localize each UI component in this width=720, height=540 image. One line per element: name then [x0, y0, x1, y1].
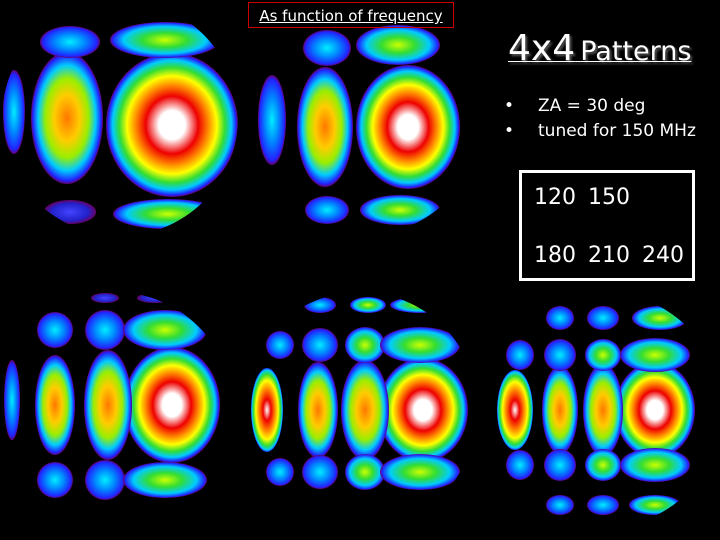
pattern-lobe — [390, 297, 450, 313]
pattern-lobe — [31, 52, 103, 184]
bullet-list: ZA = 30 deg tuned for 150 MHz — [500, 94, 696, 144]
pattern-lobe — [305, 196, 349, 224]
pattern-lobe — [378, 358, 468, 462]
frequency: 150 — [588, 185, 630, 210]
pattern-lobe — [123, 462, 207, 498]
frequency-row: 180 210 240 — [534, 243, 696, 268]
frequency: 180 — [534, 243, 576, 268]
pattern-lobe — [585, 339, 621, 371]
pattern-lobe — [85, 310, 125, 350]
pattern-lobe — [506, 450, 534, 480]
frequency-row: 120 150 — [534, 185, 642, 210]
pattern-lobe — [84, 350, 132, 460]
pattern-lobe — [380, 327, 460, 363]
pattern-lobe — [137, 293, 173, 303]
pattern-lobe — [615, 362, 695, 458]
pattern-lobe — [4, 360, 20, 440]
pattern-lobe — [266, 458, 294, 486]
pattern-lobe — [345, 327, 385, 363]
pattern-lobe — [620, 338, 690, 372]
pattern-lobe — [497, 370, 533, 450]
pattern-lobe — [85, 460, 125, 500]
pattern-lobe — [302, 455, 338, 489]
pattern-lobe — [544, 449, 576, 481]
pattern-lobe — [585, 449, 621, 481]
pattern-image — [250, 5, 480, 235]
frequency: 210 — [588, 243, 630, 268]
pattern-lobe — [587, 306, 619, 330]
frequency-link[interactable]: As function of frequency — [248, 2, 454, 28]
pattern-lobe — [341, 360, 389, 460]
frequency: 240 — [642, 243, 684, 268]
title-rest: Patterns — [580, 36, 692, 67]
pattern-lobe — [37, 312, 73, 348]
pattern-lobe — [44, 200, 96, 224]
pattern-lobe — [583, 364, 623, 456]
pattern-lobe — [356, 65, 460, 189]
pattern-image — [0, 292, 233, 528]
pattern-lobe — [113, 199, 223, 229]
slide-title: 4x4 Patterns — [508, 28, 691, 69]
pattern-lobe — [91, 293, 119, 303]
pattern-image — [488, 293, 720, 527]
pattern-lobe — [544, 339, 576, 371]
pattern-lobe — [37, 462, 73, 498]
bullet: tuned for 150 MHz — [500, 119, 696, 144]
pattern-lobe — [360, 195, 440, 225]
pattern-lobe — [297, 67, 353, 187]
pattern-lobe — [251, 368, 283, 452]
frequency: 120 — [534, 185, 576, 210]
pattern-lobe — [546, 306, 574, 330]
pattern-lobe — [123, 310, 207, 350]
pattern-lobe — [266, 331, 294, 359]
pattern-lobe — [303, 30, 351, 66]
pattern-lobe — [587, 495, 619, 515]
pattern-lobe — [629, 495, 681, 515]
title-main: 4x4 — [508, 28, 576, 69]
pattern-lobe — [356, 25, 440, 65]
pattern-lobe — [110, 22, 220, 58]
pattern-lobe — [298, 362, 338, 458]
pattern-lobe — [620, 448, 690, 482]
frequency-box: 120 150 180 210 240 — [519, 170, 695, 281]
pattern-lobe — [302, 328, 338, 362]
pattern-lobe — [40, 26, 100, 58]
pattern-lobe — [258, 75, 286, 165]
bullet: ZA = 30 deg — [500, 94, 696, 119]
pattern-lobe — [380, 454, 460, 490]
pattern-image — [2, 0, 238, 236]
pattern-lobe — [345, 454, 385, 490]
pattern-lobe — [542, 366, 578, 454]
pattern-lobe — [350, 297, 386, 313]
pattern-lobe — [506, 340, 534, 370]
pattern-lobe — [304, 297, 336, 313]
pattern-lobe — [3, 70, 25, 154]
pattern-image — [242, 292, 478, 528]
pattern-lobe — [546, 495, 574, 515]
pattern-lobe — [632, 306, 688, 330]
pattern-lobe — [35, 355, 75, 455]
pattern-lobe — [106, 53, 238, 197]
pattern-lobe — [124, 347, 220, 463]
